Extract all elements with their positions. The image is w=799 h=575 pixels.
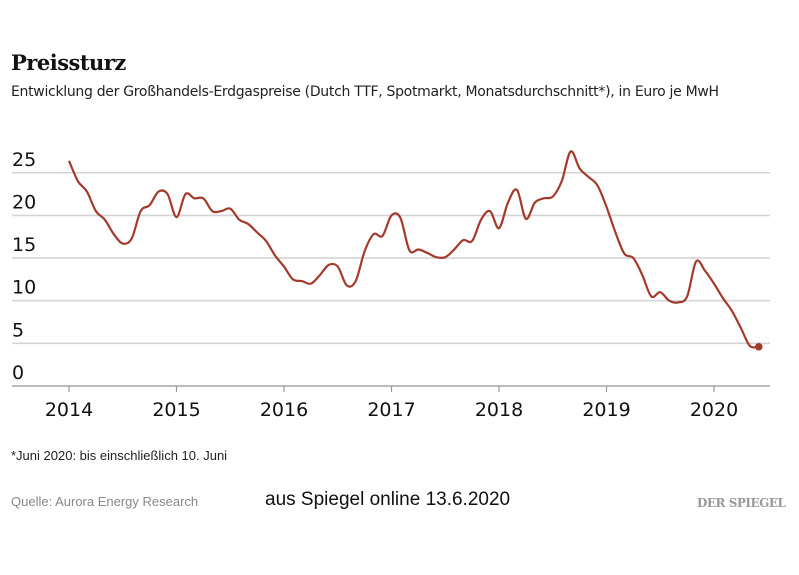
x-tick-label: 2015: [152, 399, 200, 421]
x-tick-label: 2016: [260, 399, 308, 421]
der-spiegel-logo: DER SPIEGEL: [697, 496, 786, 510]
price-line: [67, 150, 759, 349]
x-tick-label: 2019: [582, 399, 630, 421]
x-tick-label: 2018: [475, 399, 523, 421]
credit-note: aus Spiegel online 13.6.2020: [265, 489, 511, 510]
x-tick-label: 2014: [45, 399, 93, 421]
gridlines: [12, 171, 770, 387]
source-note: Quelle: Aurora Energy Research: [11, 494, 199, 509]
y-tick-label: 15: [12, 234, 36, 256]
y-tick-label: 10: [12, 277, 36, 299]
x-axis-ticks: 2014 2015 2016 2017 2018 2019 2020: [45, 386, 738, 421]
last-data-point: [754, 342, 763, 351]
y-tick-label: 5: [12, 319, 24, 341]
y-axis-ticks: 0 5 10 15 20 25: [12, 149, 36, 384]
y-tick-label: 0: [12, 362, 24, 384]
footnote: *Juni 2020: bis einschließlich 10. Juni: [11, 448, 228, 463]
y-tick-label: 20: [12, 191, 36, 213]
x-tick-label: 2017: [367, 399, 415, 421]
chart-title: Preissturz: [11, 50, 126, 75]
y-tick-label: 25: [12, 149, 36, 171]
x-tick-label: 2020: [690, 399, 738, 421]
chart-subtitle: Entwicklung der Großhandels-Erdgaspreise…: [11, 84, 719, 100]
line-chart: 0 5 10 15 20 25 2014 2015 2016 2017 2018 2019 2020: [12, 149, 770, 421]
